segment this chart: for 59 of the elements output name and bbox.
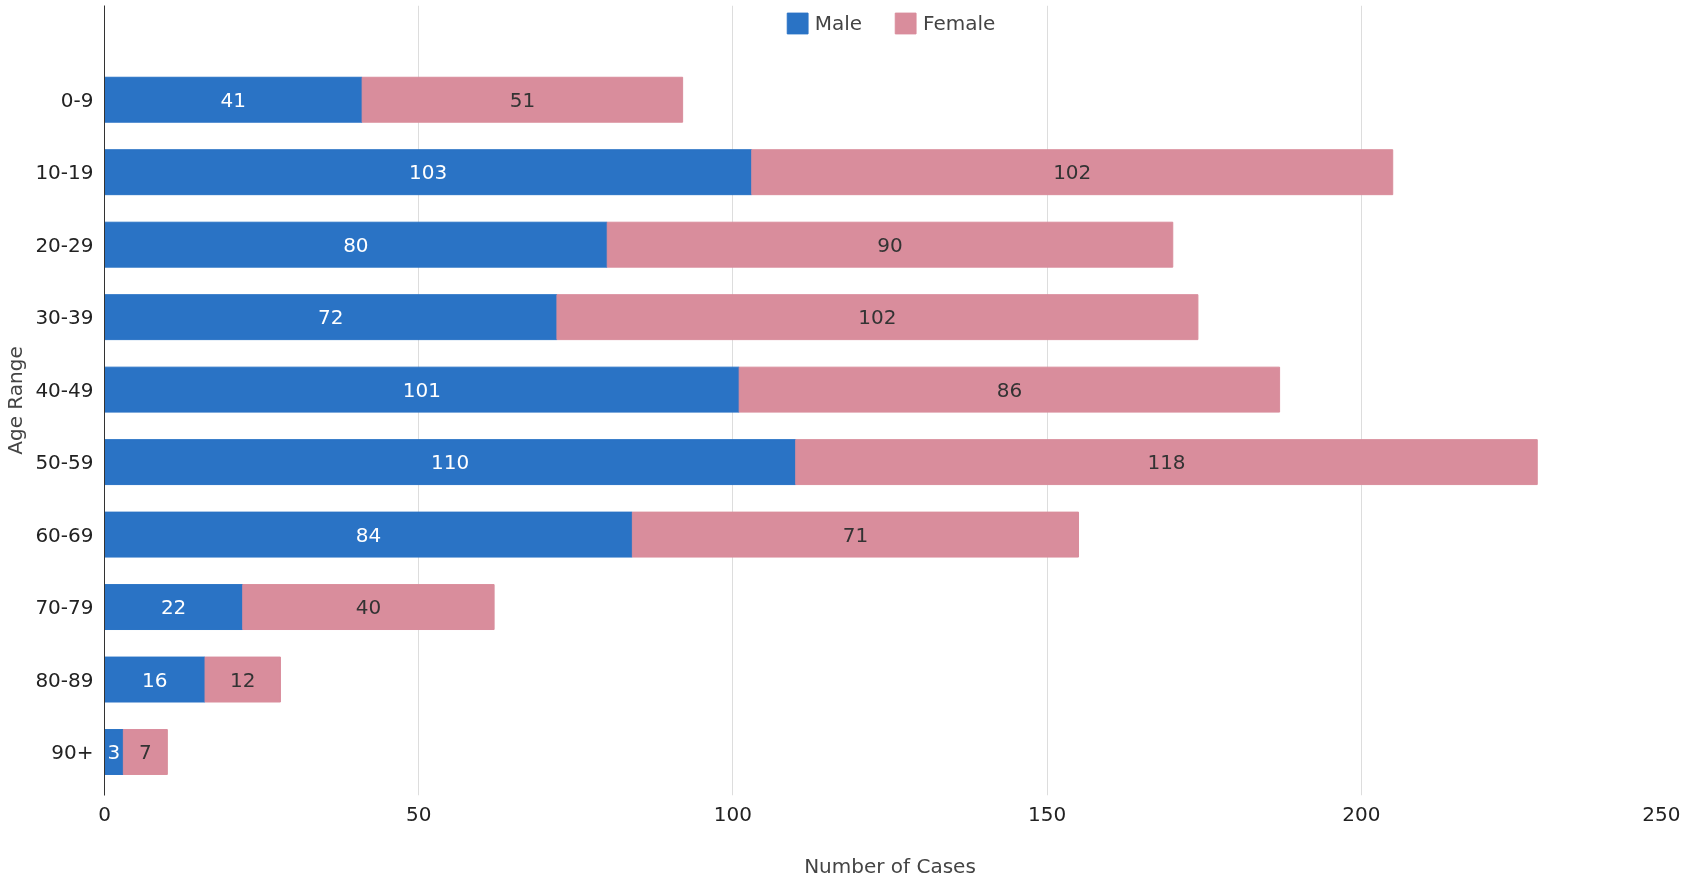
data-label: 110 bbox=[431, 450, 470, 475]
bar bbox=[104, 149, 753, 196]
x-tick-label: 0 bbox=[98, 801, 111, 826]
bar bbox=[104, 439, 797, 486]
bar bbox=[556, 294, 1199, 341]
data-label: 40 bbox=[355, 595, 382, 620]
y-axis-title: Age Range bbox=[3, 346, 28, 455]
data-label: 80 bbox=[343, 232, 369, 257]
y-tick-label: 60-69 bbox=[35, 522, 94, 547]
legend-label: Male bbox=[814, 11, 863, 35]
y-tick-label: 90+ bbox=[51, 740, 94, 765]
data-label: 90 bbox=[877, 232, 903, 257]
y-tick-label: 70-79 bbox=[35, 595, 94, 620]
bar bbox=[104, 76, 363, 123]
data-label: 72 bbox=[318, 305, 344, 330]
bar bbox=[631, 511, 1080, 558]
data-label: 101 bbox=[402, 377, 441, 402]
bar bbox=[104, 221, 608, 268]
bar bbox=[606, 221, 1174, 268]
bar bbox=[795, 439, 1538, 486]
legend-label: Female bbox=[923, 11, 996, 35]
bar bbox=[104, 656, 206, 703]
bar bbox=[122, 729, 168, 775]
data-label: 16 bbox=[142, 667, 168, 692]
bar bbox=[751, 149, 1394, 196]
y-tick-label: 20-29 bbox=[35, 232, 94, 257]
data-label: 22 bbox=[160, 595, 187, 620]
data-label: 51 bbox=[509, 87, 536, 112]
data-label: 86 bbox=[996, 377, 1023, 402]
y-tick-label: 80-89 bbox=[35, 667, 94, 692]
bar bbox=[361, 76, 684, 123]
bar bbox=[204, 656, 281, 703]
y-tick-label: 0-9 bbox=[60, 87, 94, 112]
y-tick-label: 50-59 bbox=[35, 450, 94, 475]
x-axis-title: Number of Cases bbox=[804, 853, 976, 878]
x-tick-label: 200 bbox=[1342, 801, 1381, 826]
bar bbox=[104, 294, 558, 341]
y-tick-label: 30-39 bbox=[35, 305, 94, 330]
data-label: 102 bbox=[1053, 160, 1092, 185]
x-tick-label: 250 bbox=[1642, 801, 1681, 826]
bar bbox=[104, 366, 740, 413]
bar bbox=[242, 584, 495, 631]
y-tick-label: 40-49 bbox=[35, 377, 94, 402]
data-label: 84 bbox=[355, 522, 382, 547]
x-tick-label: 50 bbox=[405, 801, 432, 826]
data-label: 7 bbox=[138, 740, 152, 765]
x-tick-label: 100 bbox=[713, 801, 752, 826]
bar bbox=[104, 511, 633, 558]
data-label: 3 bbox=[107, 740, 121, 765]
x-tick-label: 150 bbox=[1028, 801, 1067, 826]
data-label: 102 bbox=[858, 305, 897, 330]
bar bbox=[738, 366, 1281, 413]
data-label: 118 bbox=[1147, 450, 1186, 475]
bar bbox=[104, 584, 244, 631]
data-label: 41 bbox=[220, 87, 247, 112]
data-label: 12 bbox=[230, 667, 256, 692]
y-tick-label: 10-19 bbox=[35, 160, 94, 185]
data-label: 71 bbox=[842, 522, 869, 547]
data-label: 103 bbox=[409, 160, 448, 185]
